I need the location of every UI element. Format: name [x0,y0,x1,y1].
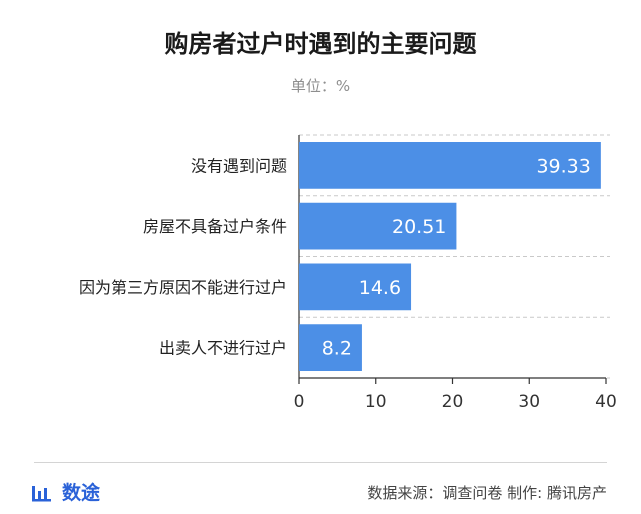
category-label: 因为第三方原因不能进行过户 [79,278,287,297]
bar [299,142,601,189]
footer-divider [34,462,607,463]
data-label: 14.6 [359,277,401,299]
category-label: 没有遇到问题 [191,156,287,175]
x-tick-label: 10 [365,392,387,412]
brand-name: 数途 [62,482,101,504]
data-label: 8.2 [322,338,352,360]
bar-chart: 0 10 20 30 40 没有遇到问题 39.33 房屋不具备过户条件 20.51 因为第三方原… [79,134,617,412]
bar [299,202,457,250]
bar [299,324,362,371]
chart-subtitle: 单位：% [290,77,351,95]
category-label: 出卖人不进行过户 [159,339,287,358]
x-tick-label: 20 [442,392,464,412]
brand-logo: 数途 [30,478,100,505]
data-source-credit: 数据来源：调查问卷 制作: 腾讯房产 [367,484,607,502]
bar-chart-icon [32,485,51,501]
chart-title: 购房者过户时遇到的主要问题 [164,30,477,58]
x-tick-label: 30 [518,392,540,412]
data-label: 39.33 [536,155,590,177]
category-label: 房屋不具备过户条件 [143,217,287,236]
data-label: 20.51 [392,216,446,238]
bar [299,263,412,311]
x-tick-label: 40 [595,392,617,412]
x-tick-label: 0 [294,392,305,412]
